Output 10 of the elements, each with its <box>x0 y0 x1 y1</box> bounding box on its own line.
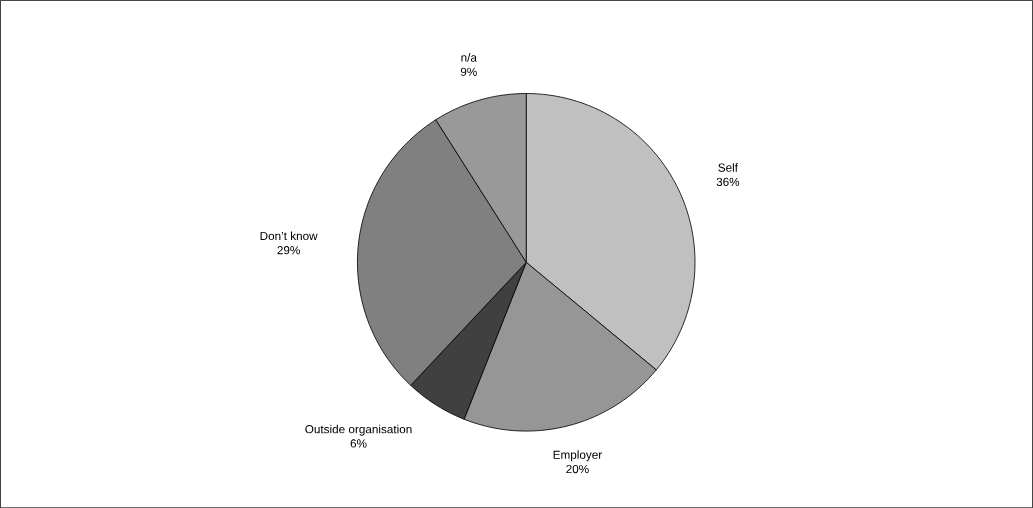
slice-label: Outside organisation <box>305 424 412 436</box>
slice-label: Self <box>718 163 738 172</box>
data-label: 20% <box>566 464 589 474</box>
data-label: 6% <box>350 439 367 448</box>
data-label: 9% <box>460 67 477 76</box>
slice-label: Don’t know <box>260 231 318 240</box>
slice-label: n/a <box>461 52 477 62</box>
slice-label: Employer <box>553 450 602 462</box>
data-label: 29% <box>277 245 300 255</box>
data-label: 36% <box>716 177 740 186</box>
